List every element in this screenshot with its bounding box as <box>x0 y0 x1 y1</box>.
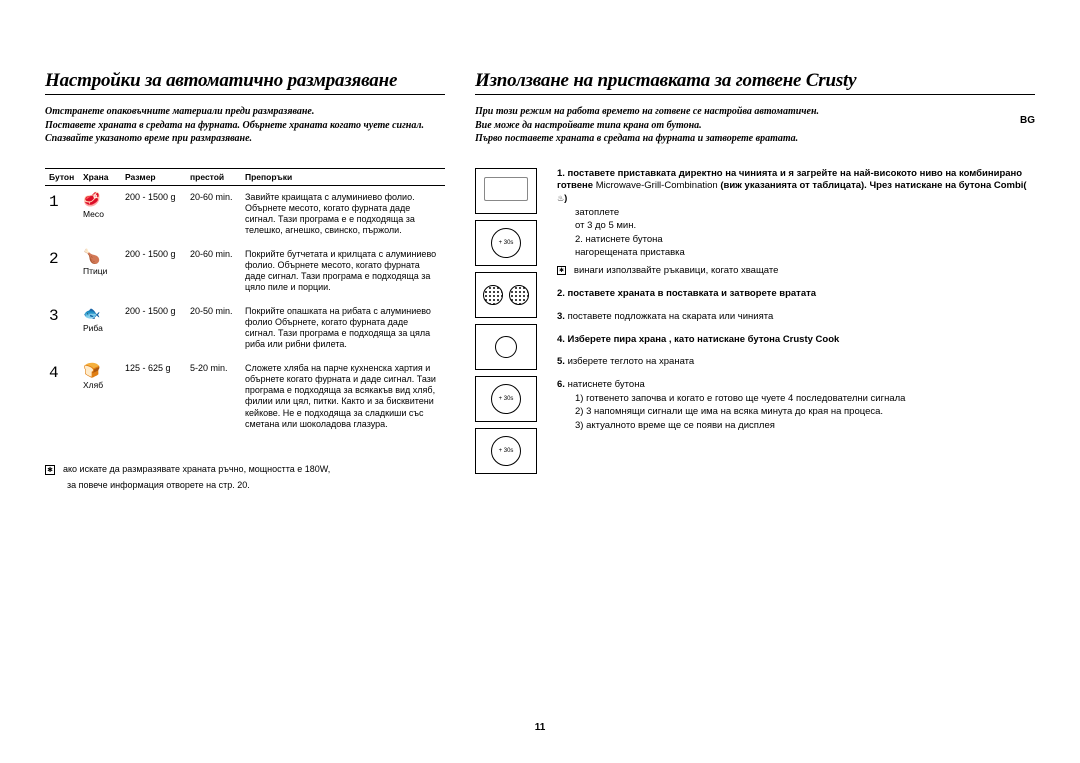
left-title: Настройки за автоматично размразяване <box>45 70 445 95</box>
row-digit: 3 <box>49 307 58 325</box>
th-size: Размер <box>121 168 186 185</box>
th-stand: престой <box>186 168 241 185</box>
plate-icon <box>475 272 537 318</box>
food-name: Месо <box>83 209 117 220</box>
dial-icon: + 30s <box>475 376 537 422</box>
table-row: 1 🥩 Месо 200 - 1500 g 20-60 min. Завийте … <box>45 185 445 243</box>
food-name: Риба <box>83 323 117 334</box>
note-text-2: за повече информация отворете на стр. 20… <box>67 480 250 490</box>
dial-icon: + 30s <box>475 220 537 266</box>
page-number: 11 <box>535 722 546 733</box>
th-button: Бутон <box>45 168 79 185</box>
row-rec: Сложете хляба на парче кухненска хартия … <box>241 357 445 437</box>
step1-sub: затоплете <box>575 207 619 218</box>
step6-sub: 1) готвенето започва и когато е готово щ… <box>575 393 905 404</box>
row-size: 200 - 1500 g <box>121 243 186 300</box>
step6-sub: 2) 3 напомнящи сигнали ще има на всяка м… <box>575 406 883 417</box>
crusty-button-icon <box>475 324 537 370</box>
language-tag: BG <box>1020 115 1035 126</box>
right-intro: При този режим на работа времето на готв… <box>475 105 1035 146</box>
meat-icon: 🥩 <box>83 192 100 206</box>
note-text-1: ако искате да размразявате храната ръчно… <box>63 464 330 474</box>
row-rec: Покрийте опашката на рибата с алуминиево… <box>241 300 445 357</box>
table-row: 3 🐟 Риба 200 - 1500 g 20-50 min. Покрийте… <box>45 300 445 357</box>
th-recommend: Препоръки <box>241 168 445 185</box>
row-digit: 1 <box>49 193 58 211</box>
warning-icon: ✱ <box>557 266 566 275</box>
row-size: 125 - 625 g <box>121 357 186 437</box>
step-1: 1. поставете приставката директно на чин… <box>557 168 1035 278</box>
bread-icon: 🍞 <box>83 363 100 377</box>
note-icon: ✱ <box>45 465 55 475</box>
row-stand: 5-20 min. <box>186 357 241 437</box>
step-4: 4. Изберете пира храна , като натискане … <box>557 334 1035 347</box>
step1-sub: 2. натиснете бутона <box>575 234 663 245</box>
footnote: ✱ ако искате да размразявате храната ръчн… <box>45 461 445 493</box>
row-size: 200 - 1500 g <box>121 300 186 357</box>
defrost-table: Бутон Храна Размер престой Препоръки 1 🥩… <box>45 168 445 437</box>
food-name: Птици <box>83 266 117 277</box>
row-digit: 2 <box>49 250 58 268</box>
row-rec: Завийте краищата с алуминиево фолио. Объ… <box>241 185 445 243</box>
row-rec: Покрийте бутчетата и крилцата с алуминие… <box>241 243 445 300</box>
row-stand: 20-50 min. <box>186 300 241 357</box>
fish-icon: 🐟 <box>83 306 100 320</box>
step6-sub: 3) актуалното време ще се появи на диспл… <box>575 420 775 431</box>
step-6: 6. натиснете бутона 1) готвенето започва… <box>557 379 1035 432</box>
food-name: Хляб <box>83 380 117 391</box>
row-stand: 20-60 min. <box>186 243 241 300</box>
oven-icon <box>475 168 537 214</box>
step1-sub: от 3 до 5 мин. <box>575 220 636 231</box>
th-food: Храна <box>79 168 121 185</box>
row-stand: 20-60 min. <box>186 185 241 243</box>
left-intro: Отстранете опаковъчните материали преди … <box>45 105 445 146</box>
step-icons-column: + 30s + 30s + 30s <box>475 168 545 480</box>
poultry-icon: 🍗 <box>83 249 100 263</box>
row-size: 200 - 1500 g <box>121 185 186 243</box>
dial-icon: + 30s <box>475 428 537 474</box>
right-title: Използване на приставката за готвене Cru… <box>475 70 1035 95</box>
table-row: 4 🍞 Хляб 125 - 625 g 5-20 min. Сложете хл… <box>45 357 445 437</box>
row-digit: 4 <box>49 364 58 382</box>
step1-warn: винаги използвайте ръкавици, когато хващ… <box>574 265 778 276</box>
table-row: 2 🍗 Птици 200 - 1500 g 20-60 min. Покрийт… <box>45 243 445 300</box>
step-3: 3. поставете подложката на скарата или ч… <box>557 311 1035 324</box>
step-5: 5. изберете теглото на храната <box>557 356 1035 369</box>
step-2: 2. поставете храната в поставката и затв… <box>557 288 1035 301</box>
step1-sub: нагорещената приставка <box>575 247 685 258</box>
